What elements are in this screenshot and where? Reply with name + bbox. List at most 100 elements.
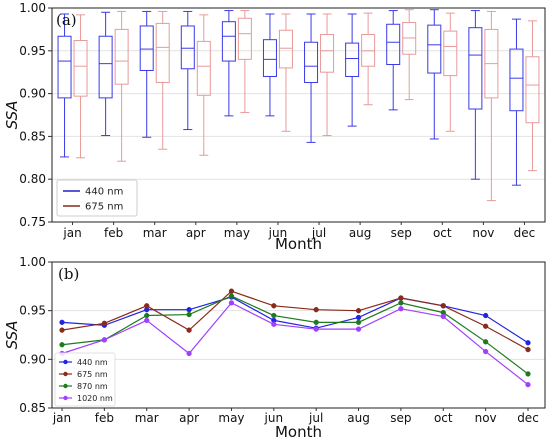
data-point [482,312,489,319]
legend-label: 870 nm [77,382,108,391]
box-iqr [114,28,129,85]
legend: 440 nm 675 nm 870 nm 1020 nm [54,352,116,407]
box-675nm-may [237,10,252,113]
data-point [59,319,65,325]
data-point [355,319,362,325]
x-tick-label: dec [517,411,539,425]
data-point [144,317,150,324]
y-tick-label: 0.90 [19,352,46,366]
box-iqr [196,40,211,96]
box-iqr [139,25,154,71]
series-870nm [59,293,531,377]
data-point [482,348,489,355]
legend-marker [63,359,68,365]
panel-tag: (a) [56,11,77,29]
box-iqr [386,23,401,65]
y-tick-label: 0.80 [19,172,46,186]
box-440nm-apr [180,10,195,131]
box-iqr [509,48,524,112]
x-tick-label: oct [434,411,453,425]
box-440nm-nov [468,10,483,180]
series-675nm [59,288,531,353]
data-point [186,311,192,318]
box-iqr [155,22,170,83]
data-point [144,312,150,319]
x-tick-label: jan [62,226,81,240]
box-iqr [57,35,72,99]
legend-frame [56,179,138,217]
x-tick-label: mar [135,411,159,425]
box-675nm-dec [525,20,540,172]
series-440nm [59,294,531,346]
y-tick-label: 0.85 [19,129,46,143]
legend-label: 440 nm [77,358,108,367]
x-tick-label: apr [179,411,199,425]
data-point [186,350,192,357]
y-axis-title: SSA [3,321,21,350]
x-tick-label: aug [347,411,370,425]
box-440nm-oct [427,9,442,140]
x-tick-label: jan [52,411,71,425]
series-line [61,290,529,351]
data-point [144,303,150,309]
y-tick-label: 0.90 [19,87,46,101]
box-675nm-sep [402,9,417,101]
data-point [398,295,404,301]
data-point [271,321,277,327]
box-iqr [73,40,88,97]
x-tick-label: apr [186,226,206,240]
box-iqr [525,56,540,124]
box-675nm-mar [155,10,170,150]
panel-tag: (b) [58,265,79,283]
data-point [313,307,319,313]
data-point [101,337,108,343]
y-tick-label: 1.00 [19,255,46,269]
x-tick-label: nov [475,411,497,425]
data-point [59,327,65,333]
box-iqr [304,41,319,83]
x-tick-label: mar [143,226,167,240]
box-iqr [237,17,252,60]
data-point [186,307,192,313]
y-tick-label: 0.95 [19,304,46,318]
x-tick-label: feb [104,226,123,240]
data-point [228,300,235,306]
x-tick-label: jun [264,411,284,425]
box-675nm-feb [114,10,129,162]
panel-b-lineplot: 0.85 0.90 0.95 1.00 jan feb mar apr may jun jul aug… [3,255,546,441]
plot-frame [51,7,546,223]
data-point [398,300,404,306]
box-440nm-dec [509,18,524,186]
box-675nm-jun [278,13,293,132]
y-tick-label: 0.95 [19,44,46,58]
series-line [61,296,529,344]
x-axis-title: Month [275,423,322,441]
y-tick-label: 0.85 [19,401,46,415]
x-tick-label: oct [433,226,452,240]
box-675nm-nov [484,10,499,202]
x-tick-label: feb [95,411,114,425]
x-tick-label: aug [349,226,372,240]
data-point [101,320,108,326]
box-iqr [443,30,458,77]
data-point [525,381,531,388]
legend-label: 675 nm [77,370,108,379]
data-point [313,326,319,332]
data-point [525,371,531,377]
box-440nm-jul [304,13,319,143]
data-point [440,303,446,309]
data-point [313,319,319,325]
box-iqr [98,35,113,99]
box-iqr [345,42,360,77]
data-point [525,346,531,353]
box-675nm-aug [361,12,376,106]
y-axis-title: SSA [3,101,21,130]
x-tick-label: may [224,226,250,240]
box-440nm-sep [386,10,401,111]
box-440nm-may [221,10,236,117]
legend: 440 nm 675 nm [56,179,138,217]
box-675nm-jan [73,14,88,159]
data-point [228,288,235,294]
y-tick-label: 1.00 [19,1,46,15]
legend-label: 675 nm [85,202,123,213]
